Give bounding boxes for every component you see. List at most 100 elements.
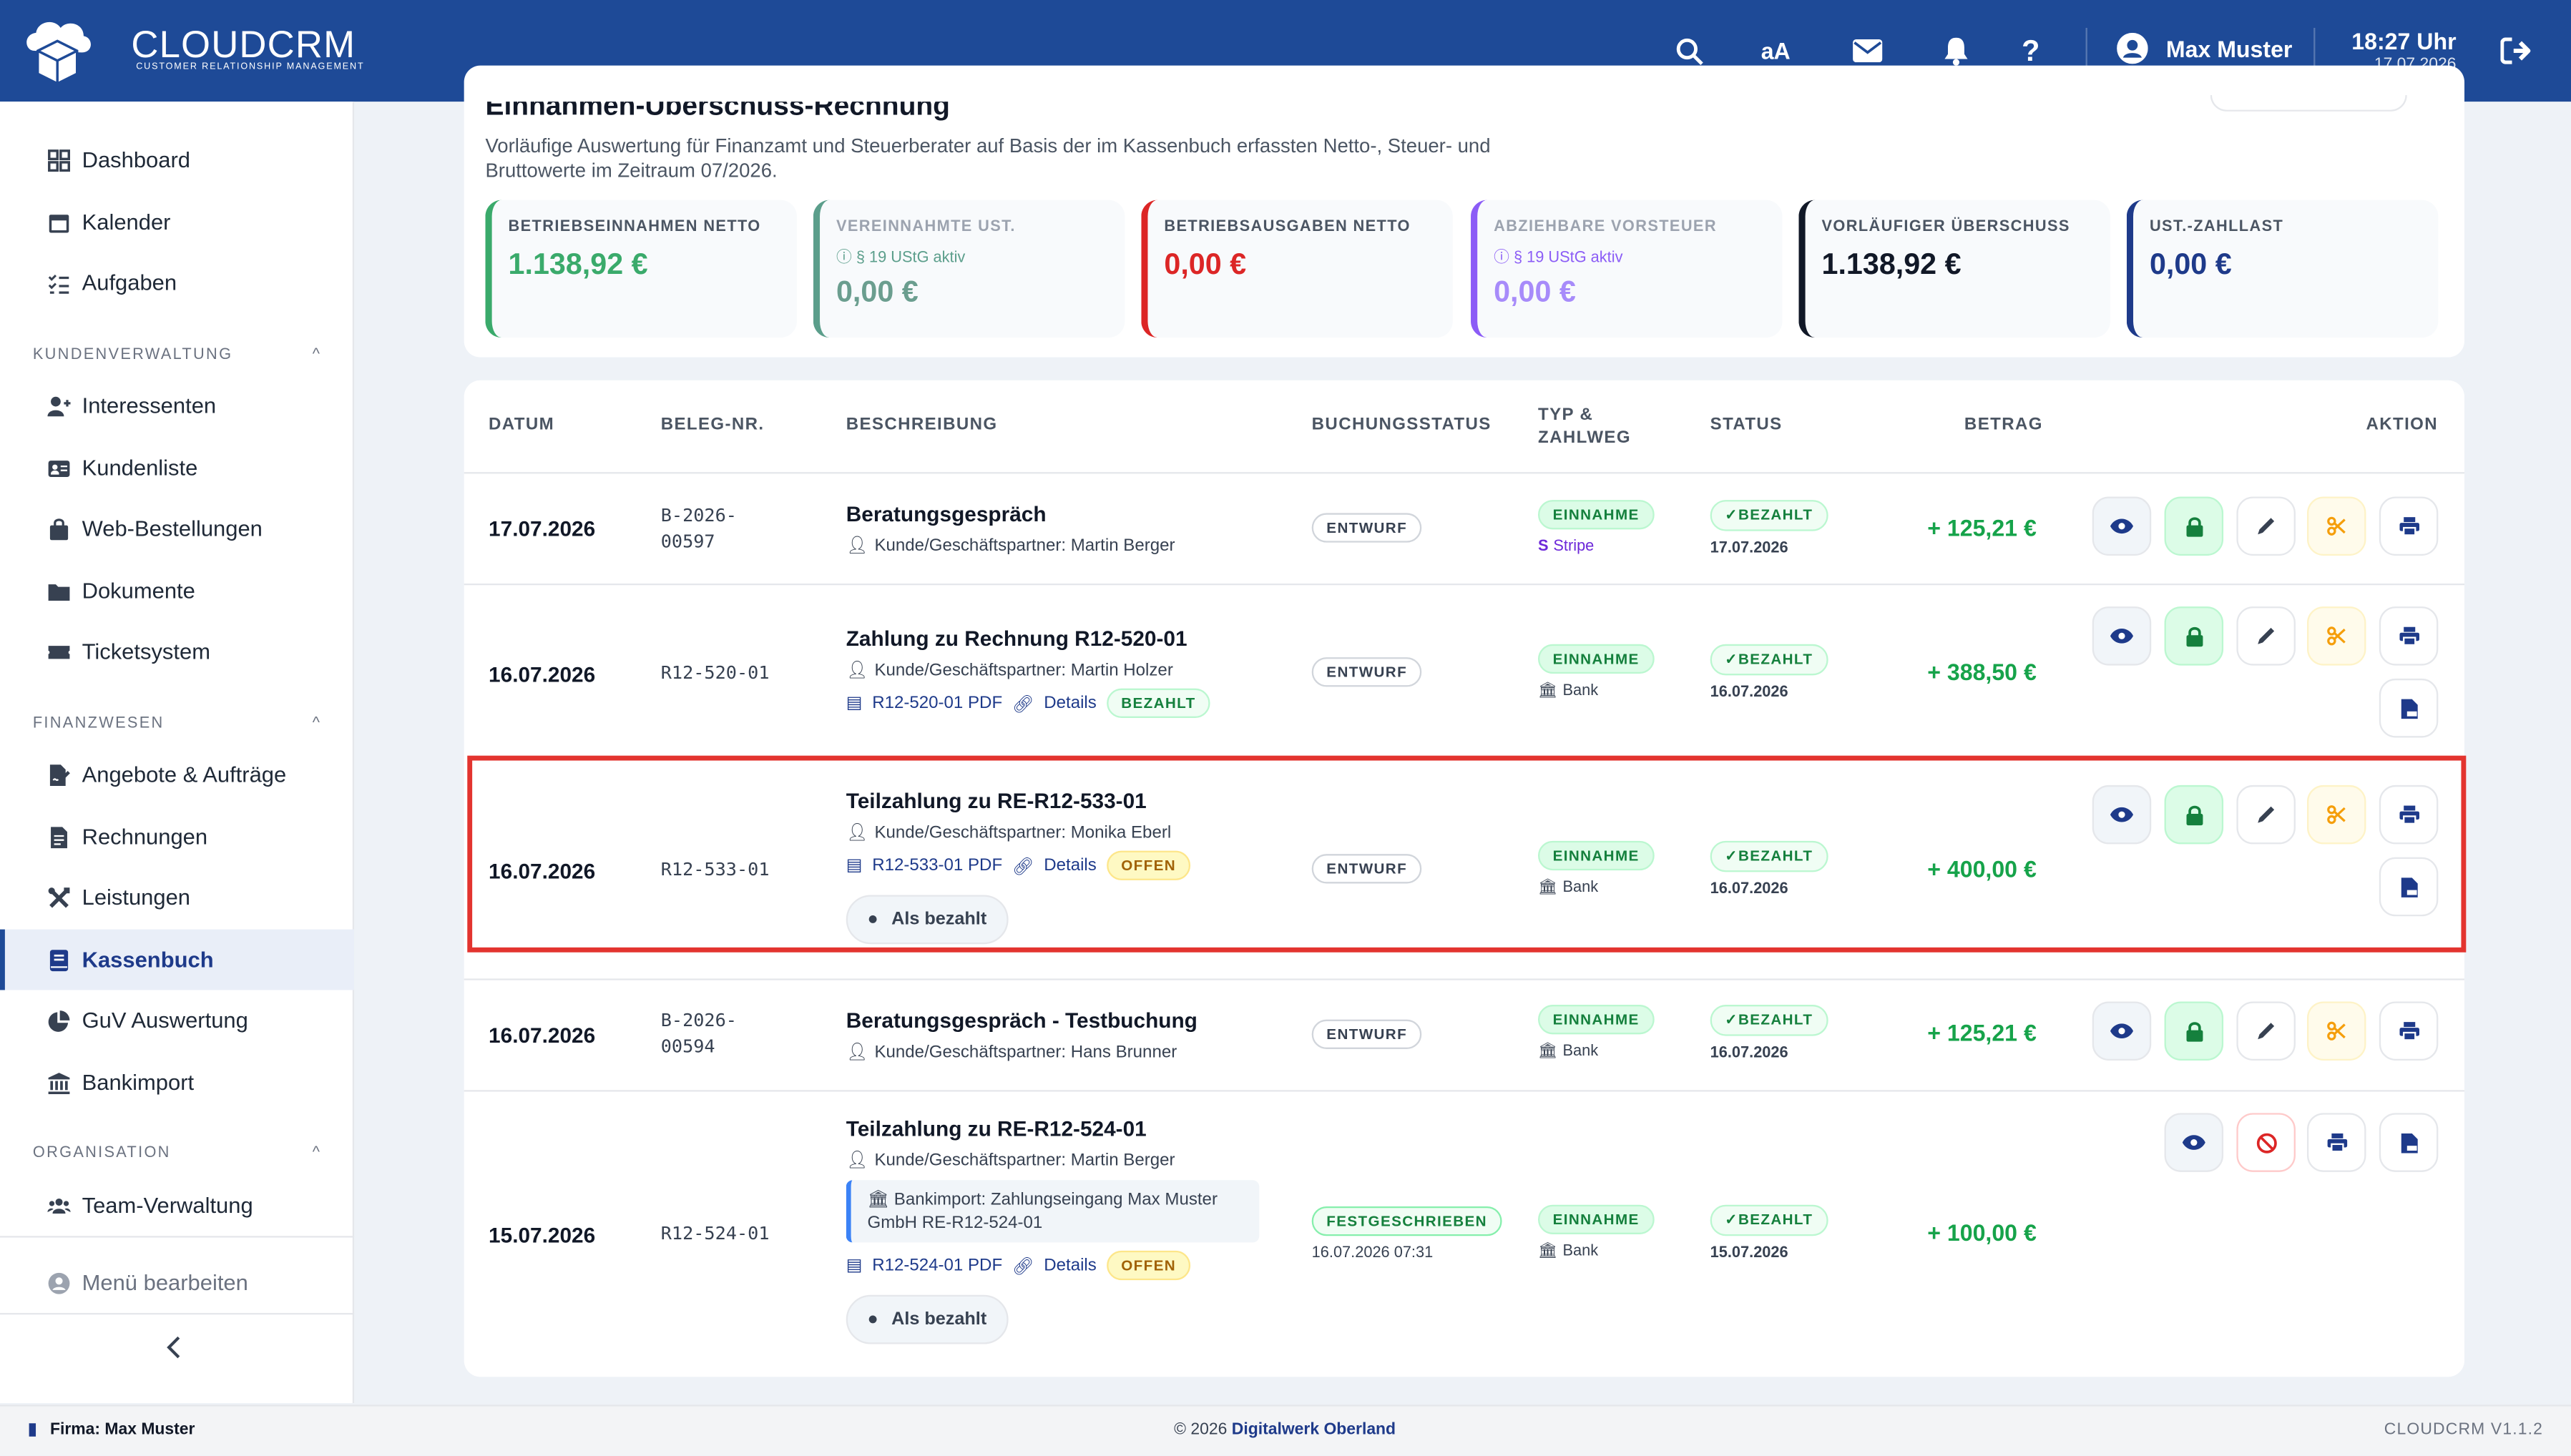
view-button[interactable] (2092, 784, 2152, 845)
row-description: Teilzahlung zu RE-R12-533-01 👤︎ Kunde/Ges… (846, 789, 1191, 945)
app-name: CLOUDCRM (131, 23, 356, 66)
details-link[interactable]: Details (1044, 855, 1097, 875)
user-name: Max Muster (2165, 35, 2293, 62)
details-link[interactable]: Details (1044, 693, 1097, 714)
status-date: 16.07.2026 (1710, 1044, 1788, 1063)
pdf-button[interactable] (2379, 678, 2439, 738)
pdf-button[interactable] (2379, 1113, 2439, 1172)
mark-paid-button[interactable]: ● Als bezahlt (846, 895, 1009, 945)
lock-button[interactable] (2164, 1001, 2224, 1061)
sidebar-item-interessenten[interactable]: Interessenten (0, 375, 354, 436)
table-row[interactable] (464, 978, 2465, 1090)
edit-button[interactable] (2236, 606, 2296, 666)
column-header-status[interactable]: STATUS (1710, 414, 1783, 435)
mail-icon[interactable] (1853, 31, 1883, 71)
view-button[interactable] (2092, 496, 2152, 556)
lock-button[interactable] (2164, 784, 2224, 845)
print-button[interactable] (2379, 496, 2439, 556)
sidebar-item-ticketsystem[interactable]: Ticketsystem (0, 621, 354, 682)
sidebar-item-kassenbuch[interactable]: Kassenbuch (0, 929, 355, 990)
lock-button[interactable] (2164, 496, 2224, 556)
column-header-betrag[interactable]: BETRAG (1964, 414, 2043, 435)
edit-button[interactable] (2236, 1001, 2296, 1061)
table-row[interactable] (464, 472, 2465, 584)
view-button[interactable] (2092, 606, 2152, 666)
pdf-link[interactable]: R12-520-01 PDF (872, 693, 1003, 714)
row-partner: Kunde/Geschäftspartner: Hans Brunner (874, 1041, 1177, 1062)
pdf-icon: ▤ (846, 855, 863, 875)
sidebar-item-aufgaben[interactable]: Aufgaben (0, 252, 354, 313)
table-row[interactable] (464, 583, 2465, 754)
details-link[interactable]: Details (1044, 1255, 1097, 1276)
split-button[interactable] (2306, 606, 2366, 666)
sidebar-item-label: Dokumente (82, 579, 195, 604)
pdf-button[interactable] (2379, 857, 2439, 917)
sidebar-item-kalender[interactable]: Kalender (0, 192, 354, 252)
user-menu[interactable]: Max Muster (2117, 32, 2293, 64)
split-button[interactable] (2306, 496, 2366, 556)
sidebar-item-label: Kundenliste (82, 456, 198, 481)
sidebar-item-leistungen[interactable]: Leistungen (0, 867, 354, 928)
book-icon (49, 949, 69, 970)
lock-icon (2185, 626, 2203, 646)
sidebar-item-guv[interactable]: GuV Auswertung (0, 990, 354, 1051)
status-badge-label: BEZAHLT (1738, 1011, 1813, 1028)
split-button[interactable] (2306, 1001, 2366, 1061)
kpi-label: ABZIEHBARE VORSTEUER (1494, 217, 1717, 237)
row-title: Beratungsgespräch - Testbuchung (846, 1008, 1198, 1033)
sidebar-item-label: Kalender (82, 210, 171, 235)
print-button[interactable] (2379, 784, 2439, 845)
sidebar-item-label: Leistungen (82, 885, 191, 910)
sidebar-item-dokumente[interactable]: Dokumente (0, 561, 354, 621)
sidebar-item-dashboard[interactable]: Dashboard (0, 129, 354, 190)
help-icon[interactable]: ? (2022, 33, 2040, 67)
copyright-link[interactable]: Digitalwerk Oberland (1231, 1421, 1396, 1440)
split-button[interactable] (2306, 784, 2366, 845)
edit-button[interactable] (2236, 784, 2296, 845)
status-badge: ✓BEZAHLT (1710, 1005, 1828, 1036)
column-header-beschreibung[interactable]: BESCHREIBUNG (846, 414, 998, 435)
mark-paid-button[interactable]: ● Als bezahlt (846, 1294, 1009, 1344)
pdf-link[interactable]: R12-533-01 PDF (872, 855, 1003, 875)
view-button[interactable] (2092, 1001, 2152, 1061)
section-finanzwesen[interactable]: FINANZWESEN ^ (33, 714, 321, 732)
edit-menu-button[interactable]: Menü bearbeiten (0, 1252, 354, 1313)
edit-button[interactable] (2236, 496, 2296, 556)
column-header-buchungsstatus[interactable]: BUCHUNGSSTATUS (1311, 414, 1492, 435)
pdf-link[interactable]: R12-524-01 PDF (872, 1255, 1003, 1276)
sidebar-item-web-bestellungen[interactable]: Web-Bestellungen (0, 498, 354, 559)
column-header-beleg[interactable]: BELEG-NR. (660, 414, 765, 435)
footer-copyright: © 2026 Digitalwerk Oberland (1174, 1421, 1396, 1439)
column-header-datum[interactable]: DATUM (489, 414, 555, 435)
sidebar-item-bankimport[interactable]: Bankimport (0, 1053, 354, 1113)
summary-action-button[interactable] (2210, 94, 2407, 112)
table-row[interactable] (464, 1090, 2465, 1377)
section-kundenverwaltung[interactable]: KUNDENVERWALTUNG ^ (33, 346, 321, 364)
footer-company: ▮ Firma: Max Muster (28, 1421, 195, 1439)
logout-icon[interactable] (2500, 31, 2533, 71)
sidebar-item-team[interactable]: Team-Verwaltung (0, 1175, 354, 1236)
section-organisation[interactable]: ORGANISATION ^ (33, 1144, 321, 1162)
row-date: 15.07.2026 (489, 1222, 596, 1248)
sidebar-item-angebote[interactable]: Angebote & Aufträge (0, 744, 354, 805)
pencil-icon (2258, 1023, 2275, 1040)
kpi-betriebsausgaben: BETRIEBSAUSGABEN NETTO 0,00 € (1141, 200, 1453, 338)
printer-icon (2399, 1022, 2419, 1041)
collapse-sidebar-icon[interactable] (164, 1334, 187, 1367)
font-size-toggle[interactable]: aA (1760, 37, 1791, 64)
lock-button[interactable] (2164, 606, 2224, 666)
print-button[interactable] (2306, 1113, 2366, 1172)
search-icon[interactable] (1676, 31, 1704, 71)
column-header-typ[interactable]: TYP & ZAHLWEG (1538, 403, 1631, 449)
print-button[interactable] (2379, 1001, 2439, 1061)
kpi-label: VEREINNAHMTE UST. (836, 217, 1016, 237)
view-button[interactable] (2164, 1113, 2224, 1172)
bell-icon[interactable] (1943, 31, 1969, 71)
kpi-value: 0,00 € (836, 275, 919, 308)
cancel-booking-button[interactable] (2236, 1113, 2296, 1172)
print-button[interactable] (2379, 606, 2439, 666)
sidebar-item-rechnungen[interactable]: Rechnungen (0, 807, 354, 867)
eye-icon (2110, 807, 2134, 822)
zahlweg: Bank (1562, 682, 1599, 700)
sidebar-item-kundenliste[interactable]: Kundenliste (0, 438, 354, 498)
